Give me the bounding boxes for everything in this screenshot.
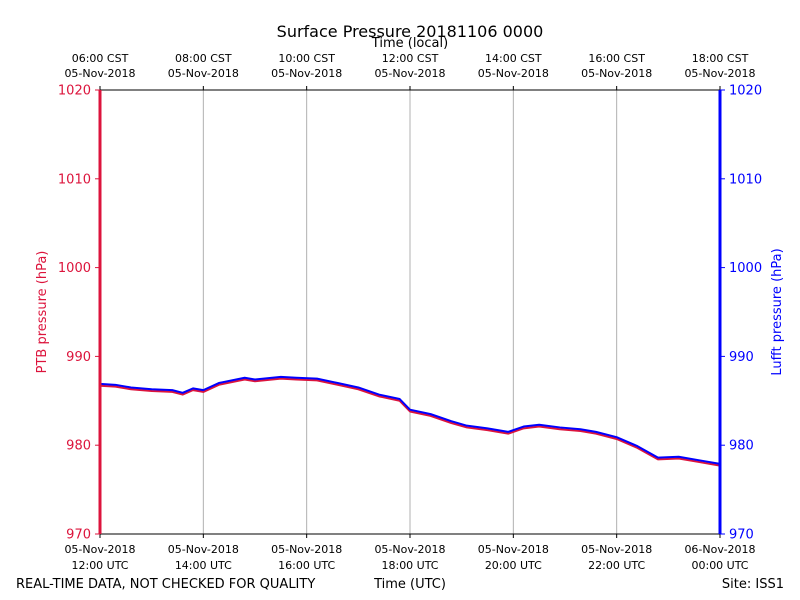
right-tick-label-3: 1000 — [729, 261, 762, 276]
top-x-ticks: 06:00 CST 05-Nov-2018 08:00 CST 05-Nov-2018… — [64, 52, 756, 90]
top-tick-date-3: 05-Nov-2018 — [374, 67, 445, 80]
bottom-tick-date-3: 05-Nov-2018 — [374, 543, 445, 556]
right-tick-label-4: 1010 — [729, 172, 762, 187]
left-tick-label-3: 1000 — [58, 261, 91, 276]
left-tick-label-5: 1020 — [58, 84, 91, 99]
series-lines — [99, 375, 721, 467]
top-tick-time-5: 16:00 CST — [588, 52, 645, 65]
bottom-tick-time-0: 12:00 UTC — [71, 559, 128, 572]
top-tick-time-4: 14:00 CST — [485, 52, 542, 65]
right-tick-label-2: 990 — [729, 350, 754, 365]
left-axis-label: PTB pressure (hPa) — [35, 251, 50, 374]
bottom-tick-time-2: 16:00 UTC — [278, 559, 335, 572]
bottom-axis-label: Time (UTC) — [373, 577, 446, 592]
left-tick-label-2: 990 — [66, 350, 91, 365]
chart-title: Surface Pressure 20181106 0000 — [277, 22, 544, 41]
ptb-pressure-line — [99, 377, 721, 467]
top-tick-time-1: 08:00 CST — [175, 52, 232, 65]
top-tick-time-6: 18:00 CST — [692, 52, 749, 65]
bottom-tick-date-0: 05-Nov-2018 — [64, 543, 135, 556]
right-tick-label-5: 1020 — [729, 84, 762, 99]
right-y-ticks: 970 980 990 1000 1010 1020 — [720, 84, 762, 543]
bottom-tick-time-5: 22:00 UTC — [588, 559, 645, 572]
top-axis-label: Time (local) — [371, 36, 448, 51]
left-tick-label-1: 980 — [66, 439, 91, 454]
top-tick-date-1: 05-Nov-2018 — [168, 67, 239, 80]
bottom-tick-time-3: 18:00 UTC — [381, 559, 438, 572]
top-tick-time-3: 12:00 CST — [382, 52, 439, 65]
right-axis-label: Lufft pressure (hPa) — [770, 248, 785, 375]
left-tick-label-0: 970 — [66, 528, 91, 543]
footer-site-label: Site: ISS1 — [722, 577, 784, 592]
top-tick-date-6: 05-Nov-2018 — [684, 67, 755, 80]
left-tick-label-4: 1010 — [58, 172, 91, 187]
top-tick-time-0: 06:00 CST — [72, 52, 129, 65]
bottom-tick-date-5: 05-Nov-2018 — [581, 543, 652, 556]
bottom-tick-time-4: 20:00 UTC — [485, 559, 542, 572]
footer-quality-note: REAL-TIME DATA, NOT CHECKED FOR QUALITY — [16, 577, 315, 592]
bottom-tick-date-2: 05-Nov-2018 — [271, 543, 342, 556]
left-y-ticks: 970 980 990 1000 1010 1020 — [58, 84, 100, 543]
bottom-tick-date-6: 06-Nov-2018 — [684, 543, 755, 556]
top-tick-date-2: 05-Nov-2018 — [271, 67, 342, 80]
bottom-tick-time-1: 14:00 UTC — [175, 559, 232, 572]
top-tick-date-0: 05-Nov-2018 — [64, 67, 135, 80]
right-tick-label-0: 970 — [729, 528, 754, 543]
bottom-tick-date-4: 05-Nov-2018 — [478, 543, 549, 556]
lufft-pressure-line — [99, 375, 721, 465]
right-tick-label-1: 980 — [729, 439, 754, 454]
top-tick-date-4: 05-Nov-2018 — [478, 67, 549, 80]
bottom-tick-time-6: 00:00 UTC — [691, 559, 748, 572]
bottom-x-ticks: 05-Nov-2018 12:00 UTC 05-Nov-2018 14:00 UTC… — [64, 534, 756, 572]
bottom-tick-date-1: 05-Nov-2018 — [168, 543, 239, 556]
top-tick-time-2: 10:00 CST — [278, 52, 335, 65]
top-tick-date-5: 05-Nov-2018 — [581, 67, 652, 80]
vertical-gridlines — [202, 90, 618, 534]
